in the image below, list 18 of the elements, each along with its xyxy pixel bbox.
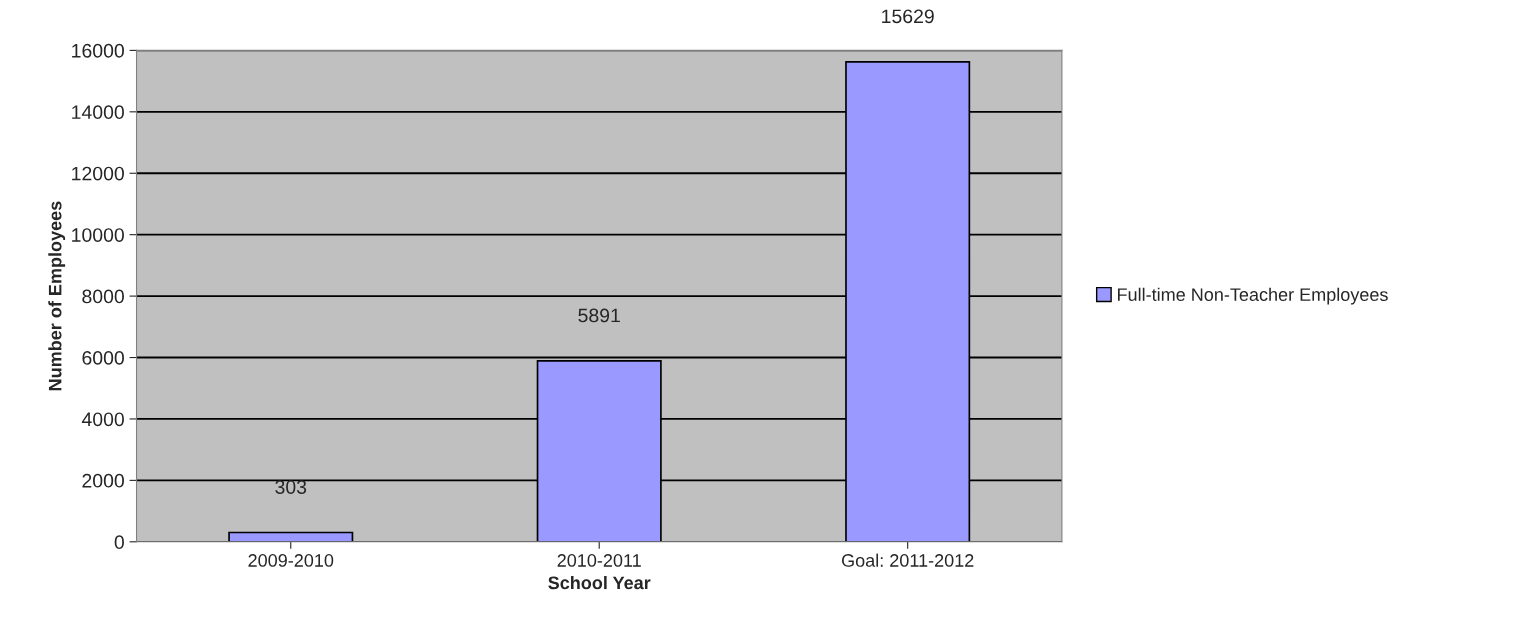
y-tick-label: 6000: [82, 350, 124, 365]
x-tick-label: Goal: 2011-2012: [841, 553, 974, 567]
data-label: 303: [275, 480, 307, 494]
x-tick-label: 2010-2011: [557, 554, 641, 567]
x-axis-title: School Year: [548, 575, 651, 590]
data-label: 5891: [578, 308, 620, 323]
y-tick-label: 12000: [72, 166, 124, 181]
legend-label: Full-time Non-Teacher Employees: [1118, 287, 1388, 305]
y-tick-label: 10000: [72, 228, 124, 242]
y-tick-label: 16000: [72, 43, 124, 58]
y-tick-label: 14000: [72, 105, 124, 120]
y-tick-label: 8000: [82, 289, 124, 304]
y-tick-label: 4000: [81, 412, 124, 427]
y-tick-label: 2000: [82, 473, 124, 488]
y-tick-label: 0: [114, 535, 124, 550]
x-tick-label: 2009-2010: [248, 554, 334, 567]
data-label: 15629: [882, 9, 934, 24]
y-axis-title: Number of Employees: [48, 201, 66, 391]
